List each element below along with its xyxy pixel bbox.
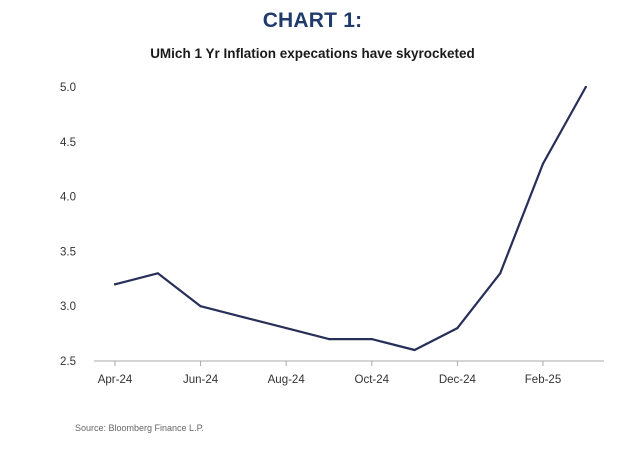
y-axis-ticks: 2.5 3.0 3.5 4.0 4.5 5.0 [60, 82, 76, 368]
source-note: Source: Bloomberg Finance L.P. [75, 423, 204, 433]
y-tick-label: 2.5 [60, 356, 76, 368]
data-point [113, 283, 117, 286]
data-point [242, 316, 245, 319]
y-tick-label: 5.0 [60, 82, 76, 94]
data-point [370, 337, 373, 341]
y-tick-label: 4.0 [60, 192, 76, 204]
y-tick-label: 4.5 [60, 137, 76, 149]
x-tick-label: Feb-25 [525, 374, 561, 386]
chart-title: CHART 1: [262, 9, 363, 32]
chart-series [113, 85, 587, 352]
data-point [413, 348, 416, 352]
data-point [327, 337, 331, 341]
y-tick-label: 3.5 [60, 246, 76, 258]
data-point [541, 162, 545, 165]
x-tick-label: Aug-24 [268, 374, 306, 386]
x-tick-label: Jun-24 [183, 374, 219, 386]
x-tick-label: Dec-24 [439, 374, 477, 386]
data-point [584, 85, 587, 89]
data-point [456, 327, 459, 330]
x-tick-label: Apr-24 [98, 374, 133, 386]
x-tick-label: Oct-24 [355, 374, 390, 386]
data-point [499, 272, 502, 275]
data-point [199, 305, 202, 308]
y-tick-label: 3.0 [60, 301, 76, 313]
data-point [285, 327, 288, 330]
chart-subtitle: UMich 1 Yr Inflation expecations have sk… [150, 46, 475, 61]
data-point [156, 272, 159, 275]
series-line [113, 85, 587, 352]
x-axis-ticks: Apr-24 Jun-24 Aug-24 Oct-24 Dec-24 Feb-25 [98, 361, 561, 386]
